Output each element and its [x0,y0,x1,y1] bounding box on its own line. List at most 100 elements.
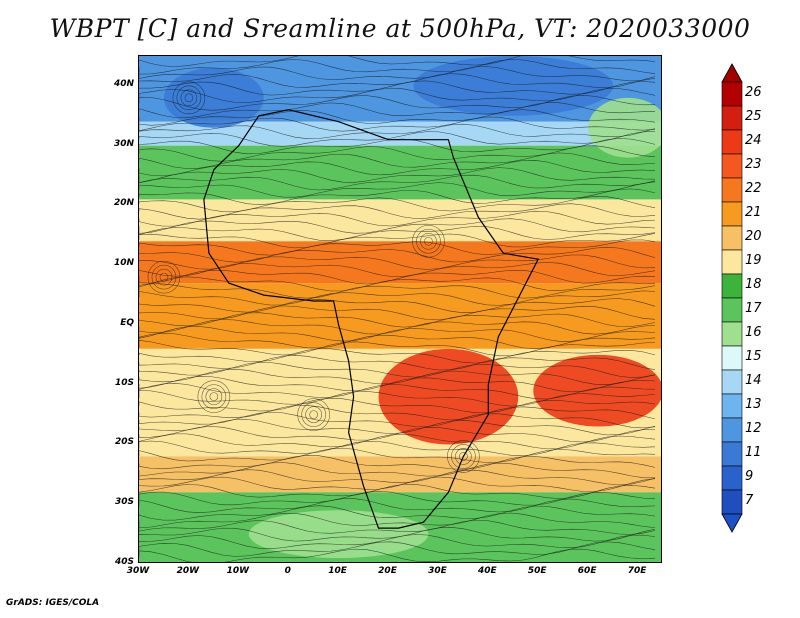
streamline-vortex [412,224,445,258]
streamline [139,174,656,191]
field-band-7 [139,456,661,493]
field-patch-3 [413,56,614,116]
colorbar-label: 18 [745,277,762,292]
streamline [139,87,656,103]
map-plot-area [138,55,662,563]
colorbar-label: 17 [745,301,762,316]
colorbar-swatch [721,81,743,107]
streamline [139,210,656,227]
streamline-vortex [155,268,173,286]
streamline [139,203,656,220]
streamline [139,355,656,371]
streamline-vortex [184,93,194,103]
lat-tick-label: 30N [113,138,134,149]
grads-credit: GrADS: IGES/COLA [6,598,100,608]
streamline [139,95,656,111]
streamline [139,131,656,147]
streamline [139,390,656,407]
streamlines [139,56,656,562]
colorbar-label: 24 [745,133,762,148]
colorbar-swatch [721,465,743,491]
streamline [139,419,656,436]
streamline-vortex [424,236,433,246]
streamline [139,246,656,263]
streamline [139,116,656,132]
streamline-vortex [172,81,206,115]
streamline [139,440,656,457]
lon-tick-label: 0 [284,566,291,576]
streamline [139,548,656,562]
streamline [139,298,656,313]
lon-tick-label: 60E [577,566,597,576]
streamline-vortex [459,452,468,461]
streamline [139,226,656,241]
map-canvas [139,56,661,562]
colorbar-swatch [721,153,743,179]
colorbar-swatch [721,105,743,131]
streamline [139,188,656,205]
streamline-vortex [209,392,219,401]
field-band-5 [139,283,661,349]
streamline-vortex [201,384,227,409]
colorbar-swatch [721,201,743,227]
colorbar-swatch [721,417,743,443]
streamline [139,196,656,213]
lat-tick-label: 20S [114,437,134,448]
streamline-vortex [305,406,322,423]
streamline [139,519,656,535]
streamline [139,383,656,400]
colorbar-swatch [721,369,743,395]
streamline [139,512,656,529]
lon-tick-label: 30E [428,566,447,576]
streamline [139,348,656,364]
streamline [139,80,656,96]
lat-tick-label: 10N [113,258,134,269]
streamline [139,262,656,277]
streamline [139,276,656,292]
colorbar-label: 14 [745,373,762,388]
streamline [139,152,656,169]
streamline [139,305,656,321]
chart-title: WBPT [C] and Sreamline at 500hPa, VT: 20… [49,14,751,43]
lat-tick-label: 30S [114,497,134,508]
colorbar-bottom-arrow [721,513,743,533]
lon-tick-label: 70E [627,566,647,576]
streamline [139,233,656,249]
streamline [139,376,656,393]
streamline [139,290,656,306]
streamline [139,283,656,299]
colorbar-swatch [721,177,743,203]
streamline-vortex [159,272,169,282]
coastline-africa [203,109,540,529]
colorbar-label: 13 [745,397,762,412]
colorbar-label: 22 [745,181,762,196]
streamline [139,490,656,506]
streamline [139,56,656,67]
lat-tick-label: EQ [120,317,134,328]
field-band-3 [139,199,661,242]
streamline-vortex [416,228,441,254]
streamline [139,455,656,470]
lon-tick-label: 10E [328,566,347,576]
colorbar-swatch [721,249,743,275]
streamline-vortex [176,85,202,111]
colorbar-swatch [721,393,743,419]
streamline [139,426,656,443]
streamline-vortex [420,232,437,250]
colorbar [721,63,743,533]
streamline [139,541,656,557]
colorbar-swatch [721,273,743,299]
lon-tick-label: 20W [176,566,200,576]
streamline-vortex [151,264,177,290]
streamline [139,319,656,335]
streamline [139,498,656,513]
lon-tick-label: 40E [477,566,497,576]
field-band-4 [139,241,661,284]
streamline [139,476,656,492]
streamline [139,239,656,256]
colorbar-label: 19 [745,253,762,268]
lat-tick-label: 10S [114,377,134,388]
streamline [139,181,656,198]
streamline [139,312,656,328]
colorbar-label: 20 [745,229,762,244]
